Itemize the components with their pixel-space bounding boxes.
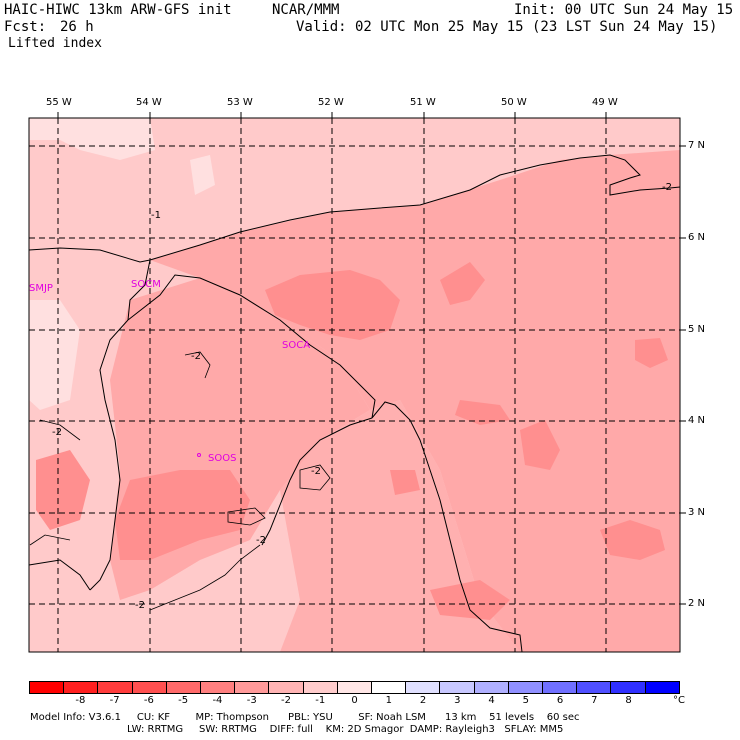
- field-patch-dark: [440, 262, 485, 305]
- field-patch-dark: [635, 338, 668, 368]
- forecast-label: Fcst:: [4, 19, 47, 35]
- station-marker: [197, 453, 201, 457]
- contour-label: -2: [311, 466, 321, 477]
- station-label: SOCA: [282, 340, 311, 351]
- contour-lines: [29, 351, 331, 611]
- color-scale-swatch: [303, 682, 338, 693]
- station-label: SMJP: [29, 283, 53, 294]
- lon-label: 55 W: [46, 97, 72, 108]
- contour-label: -2: [662, 182, 672, 193]
- color-scale-swatch: [372, 682, 407, 693]
- color-scale-swatch: [201, 682, 236, 693]
- color-scale-swatch: [132, 682, 167, 693]
- contour-label: -2: [191, 351, 201, 362]
- color-scale-swatch: [64, 682, 99, 693]
- field-patch-dark: [115, 470, 250, 560]
- model-info-line1: Model Info: V3.6.1 CU: KF MP: Thompson P…: [30, 712, 580, 723]
- color-scale-unit: °C: [673, 695, 685, 706]
- station-label: SOCM: [131, 279, 161, 290]
- frame-ticks: [57, 112, 686, 605]
- contour-label: -2: [135, 600, 145, 611]
- forecast-hours: 26 h: [60, 19, 94, 35]
- color-scale-label: -1: [315, 695, 326, 706]
- lat-label: 3 N: [688, 507, 706, 518]
- color-scale-label: 0: [351, 695, 358, 706]
- color-scale-label: -3: [246, 695, 257, 706]
- color-scale-label: -4: [212, 695, 223, 706]
- lat-label: 6 N: [688, 232, 706, 243]
- color-scale-swatch: [235, 682, 270, 693]
- lat-label: 2 N: [688, 598, 706, 609]
- color-scale-label: -7: [109, 695, 120, 706]
- color-scale-swatch: [611, 682, 646, 693]
- lon-label: 54 W: [136, 97, 162, 108]
- color-scale-swatch: [98, 682, 133, 693]
- valid-time: Valid: 02 UTC Mon 25 May 15 (23 LST Sun …: [296, 19, 718, 35]
- field-patch-dark: [265, 270, 400, 340]
- graticule: [29, 118, 680, 652]
- color-scale-label: 7: [591, 695, 598, 706]
- color-scale-label: 4: [488, 695, 495, 706]
- organization: NCAR/MMM: [272, 2, 340, 18]
- color-scale-label: 5: [522, 695, 529, 706]
- field-patch-dark: [520, 420, 560, 470]
- color-scale-swatch: [166, 682, 202, 693]
- lon-label: 53 W: [227, 97, 253, 108]
- color-scale-swatch: [337, 682, 373, 693]
- contour-label: -2: [52, 427, 62, 438]
- color-scale-swatch: [30, 682, 65, 693]
- color-scale-swatch: [269, 682, 304, 693]
- field-patch-dark: [600, 520, 665, 560]
- coastline: [28, 154, 681, 419]
- lon-label: 52 W: [318, 97, 344, 108]
- country-borders: [28, 319, 523, 653]
- field-patch-light: [29, 540, 280, 652]
- color-scale-label: -8: [75, 695, 86, 706]
- field-patch-light: [29, 118, 155, 160]
- lon-label: 49 W: [592, 97, 618, 108]
- model-title: HAIC-HIWC 13km ARW-GFS init: [4, 2, 232, 18]
- color-scale-label: -5: [178, 695, 189, 706]
- field-patch-dark: [430, 580, 510, 620]
- field-patch-dark: [455, 400, 510, 425]
- color-scale-label: 8: [625, 695, 632, 706]
- field-region-minus2: [150, 150, 680, 652]
- color-scale-swatch: [440, 682, 475, 693]
- color-scale-swatch: [508, 682, 544, 693]
- field-name: Lifted index: [8, 36, 102, 51]
- color-scale-bar: [29, 681, 680, 694]
- lon-label: 50 W: [501, 97, 527, 108]
- field-patch-dark: [390, 470, 420, 495]
- color-scale-swatch: [406, 682, 441, 693]
- init-time: Init: 00 UTC Sun 24 May 15: [514, 2, 734, 18]
- lat-label: 5 N: [688, 324, 706, 335]
- color-scale-swatch: [543, 682, 578, 693]
- color-scale-label: -6: [143, 695, 154, 706]
- lon-label: 51 W: [410, 97, 436, 108]
- map-frame: [28, 117, 681, 653]
- lat-label: 7 N: [688, 140, 706, 151]
- color-scale-label: 2: [419, 695, 427, 706]
- lat-label: 4 N: [688, 415, 706, 426]
- color-scale-swatch: [645, 682, 679, 693]
- color-scale-label: 6: [556, 695, 564, 706]
- color-scale-label: 3: [454, 695, 461, 706]
- field-patch-light: [190, 155, 215, 195]
- contour-label: -2: [256, 535, 266, 546]
- color-scale-swatch: [577, 682, 612, 693]
- color-scale-label: -2: [280, 695, 291, 706]
- station-label: SOOS: [208, 453, 237, 464]
- contour-label: -1: [151, 210, 161, 221]
- field-patch-light: [29, 300, 80, 410]
- color-scale-swatch: [474, 682, 509, 693]
- color-scale-label: 1: [385, 695, 392, 706]
- field-patch-dark: [36, 450, 90, 530]
- model-info-line2: LW: RRTMG SW: RRTMG DIFF: full KM: 2D Sm…: [127, 724, 564, 735]
